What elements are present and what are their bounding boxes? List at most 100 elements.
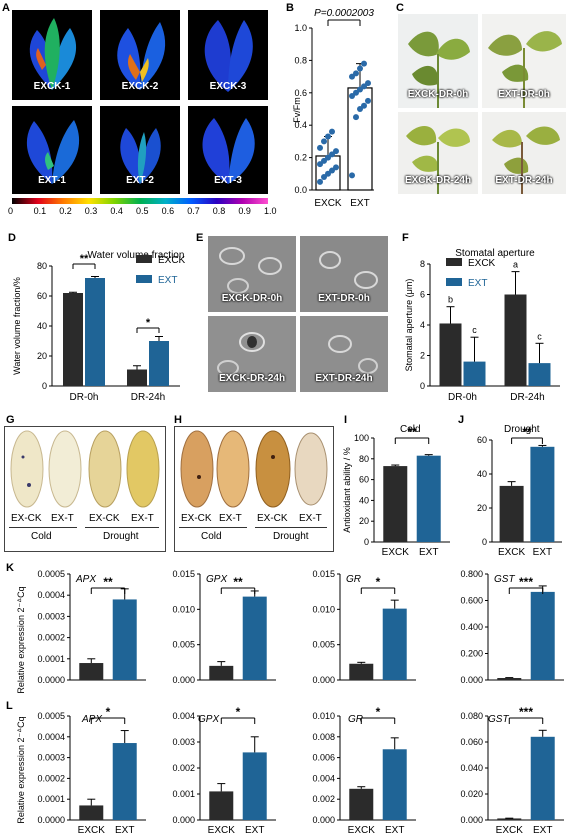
y-tick-label: 0.004 <box>172 711 195 721</box>
chart-title: Cold <box>400 424 421 435</box>
bar <box>439 323 462 386</box>
bar <box>416 455 441 542</box>
y-tick-label: 0.040 <box>460 763 483 773</box>
chart-title: GR <box>348 714 363 725</box>
group-label: Drought <box>103 531 139 542</box>
group-letter: c <box>537 331 542 341</box>
fluorescence-tile: EXCK-3 <box>188 10 268 100</box>
group-label: Cold <box>31 531 52 542</box>
bar <box>79 805 104 820</box>
fluorescence-tile: EXT-2 <box>100 106 180 194</box>
bar <box>463 361 486 386</box>
y-tick-label: 0.0005 <box>37 711 65 721</box>
y-tick-label: 0.010 <box>312 711 335 721</box>
y-tick-label: 0.000 <box>312 675 335 685</box>
y-tick-label: 0.0003 <box>37 753 65 763</box>
plant-photo: EXCK-DR-0h <box>398 14 478 108</box>
sem-image: EXCK-DR-0h <box>208 236 296 312</box>
panel-letter-b: B <box>286 2 294 14</box>
bar <box>497 678 522 680</box>
y-tick-label: 0.600 <box>460 596 483 606</box>
data-point <box>349 73 355 80</box>
bar <box>209 665 234 680</box>
y-tick-label: 100 <box>354 433 369 443</box>
y-tick-label: 0.0001 <box>37 794 65 804</box>
bar <box>149 341 169 386</box>
group-underline <box>255 527 327 528</box>
y-tick-label: 0.010 <box>172 604 195 614</box>
data-point <box>329 128 335 135</box>
significance-label: ** <box>407 425 417 439</box>
y-tick-label: 0.0000 <box>37 675 65 685</box>
bar <box>63 293 83 386</box>
y-tick-label: 0.400 <box>460 622 483 632</box>
leaf-label: EX-CK <box>257 513 288 524</box>
photo-label: EXCK-DR-0h <box>407 89 469 100</box>
y-tick-label: 0.0002 <box>37 773 65 783</box>
tile-label: EXCK-3 <box>209 81 247 92</box>
panel-h-box: EX-CK EX-T EX-CK EX-T Cold Drought <box>174 426 334 552</box>
y-tick-label: 0.6 <box>294 88 307 98</box>
bar <box>79 663 104 680</box>
bar <box>499 485 524 542</box>
sem-image: EXT-DR-24h <box>300 316 388 392</box>
panel-letter-f: F <box>402 232 409 244</box>
bar <box>209 791 234 820</box>
data-point <box>353 89 359 96</box>
y-axis-label: Water volume fraction/% <box>12 277 22 375</box>
group-letter: b <box>448 295 453 305</box>
data-point <box>325 133 331 140</box>
photo-label: EXCK-DR-24h <box>404 175 472 186</box>
plant-image <box>482 14 566 108</box>
data-point <box>325 170 331 177</box>
y-tick-label: 0.001 <box>172 789 195 799</box>
y-tick-label: 0.4 <box>294 120 307 130</box>
group-underline <box>85 527 159 528</box>
group-letter: a <box>513 260 518 270</box>
y-tick-label: 20 <box>37 351 47 361</box>
fluorescence-tile: EXT-1 <box>12 106 92 194</box>
data-point <box>325 154 331 161</box>
y-tick-label: 20 <box>477 503 487 513</box>
fluorescence-tile: EXCK-1 <box>12 10 92 100</box>
data-point <box>361 60 367 67</box>
y-tick-label: 0.005 <box>172 640 195 650</box>
colorbar-tick-label: 0.1 <box>33 206 47 216</box>
data-point <box>321 138 327 145</box>
y-tick-label: 0.800 <box>460 569 483 579</box>
panel-letter-a: A <box>2 2 10 14</box>
y-tick-label: 0.000 <box>172 815 195 825</box>
y-tick-label: 60 <box>359 475 369 485</box>
chart-title: Drought <box>504 424 540 435</box>
y-tick-label: 0.010 <box>312 604 335 614</box>
significance-label: * <box>236 705 241 719</box>
y-tick-label: 0.0 <box>294 185 307 195</box>
y-axis-label: Stomatal aperture (μm) <box>404 279 414 372</box>
colorbar-tick-label: 0.9 <box>238 206 251 216</box>
leaf-label: EX-T <box>51 513 74 524</box>
bar <box>528 363 551 386</box>
fluorescence-tile: EXCK-2 <box>100 10 180 100</box>
significance-label: *** <box>519 705 533 719</box>
y-tick-label: 8 <box>420 259 425 269</box>
y-tick-label: 0.8 <box>294 55 307 65</box>
x-tick-label: DR-24h <box>131 392 165 403</box>
plant-photo: EXT-DR-0h <box>482 14 566 108</box>
significance-label: * <box>376 575 381 589</box>
panel-letter-k: K <box>6 562 14 574</box>
significance-label: ** <box>103 575 113 589</box>
y-tick-label: 0.002 <box>312 794 335 804</box>
legend-swatch <box>136 255 152 263</box>
significance-label: ** <box>233 575 243 589</box>
x-tick-label: DR-0h <box>448 392 477 403</box>
photo-label: EXT-DR-0h <box>498 89 550 100</box>
legend-label: EXT <box>158 275 177 286</box>
legend-label: EXCK <box>468 258 496 269</box>
y-tick-label: 4 <box>420 320 425 330</box>
stomata-image <box>208 236 296 312</box>
bar <box>349 663 374 680</box>
y-tick-label: 0 <box>420 381 425 391</box>
colorbar <box>12 198 268 204</box>
plant-photo: EXCK-DR-24h <box>398 112 478 194</box>
